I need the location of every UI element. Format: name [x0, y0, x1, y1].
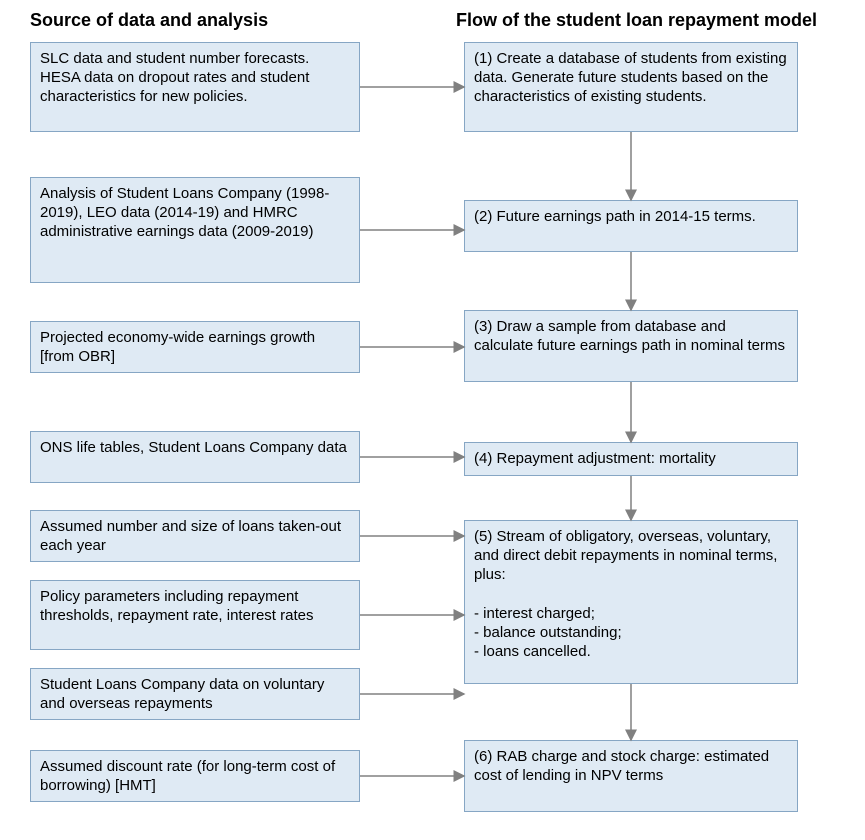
node-flow6: (6) RAB charge and stock charge: estimat… [464, 740, 798, 812]
heading-left: Source of data and analysis [30, 10, 268, 31]
node-flow4: (4) Repayment adjustment: mortality [464, 442, 798, 476]
node-src4: ONS life tables, Student Loans Company d… [30, 431, 360, 483]
node-src7: Student Loans Company data on voluntary … [30, 668, 360, 720]
node-flow5: (5) Stream of obligatory, overseas, volu… [464, 520, 798, 684]
heading-right: Flow of the student loan repayment model [456, 10, 817, 31]
node-src6: Policy parameters including repayment th… [30, 580, 360, 650]
node-flow2: (2) Future earnings path in 2014-15 term… [464, 200, 798, 252]
node-src2: Analysis of Student Loans Company (1998-… [30, 177, 360, 283]
node-flow3: (3) Draw a sample from database and calc… [464, 310, 798, 382]
node-src5: Assumed number and size of loans taken-o… [30, 510, 360, 562]
node-src3: Projected economy-wide earnings growth [… [30, 321, 360, 373]
node-src1: SLC data and student number forecasts. H… [30, 42, 360, 132]
node-src8: Assumed discount rate (for long-term cos… [30, 750, 360, 802]
node-flow1: (1) Create a database of students from e… [464, 42, 798, 132]
